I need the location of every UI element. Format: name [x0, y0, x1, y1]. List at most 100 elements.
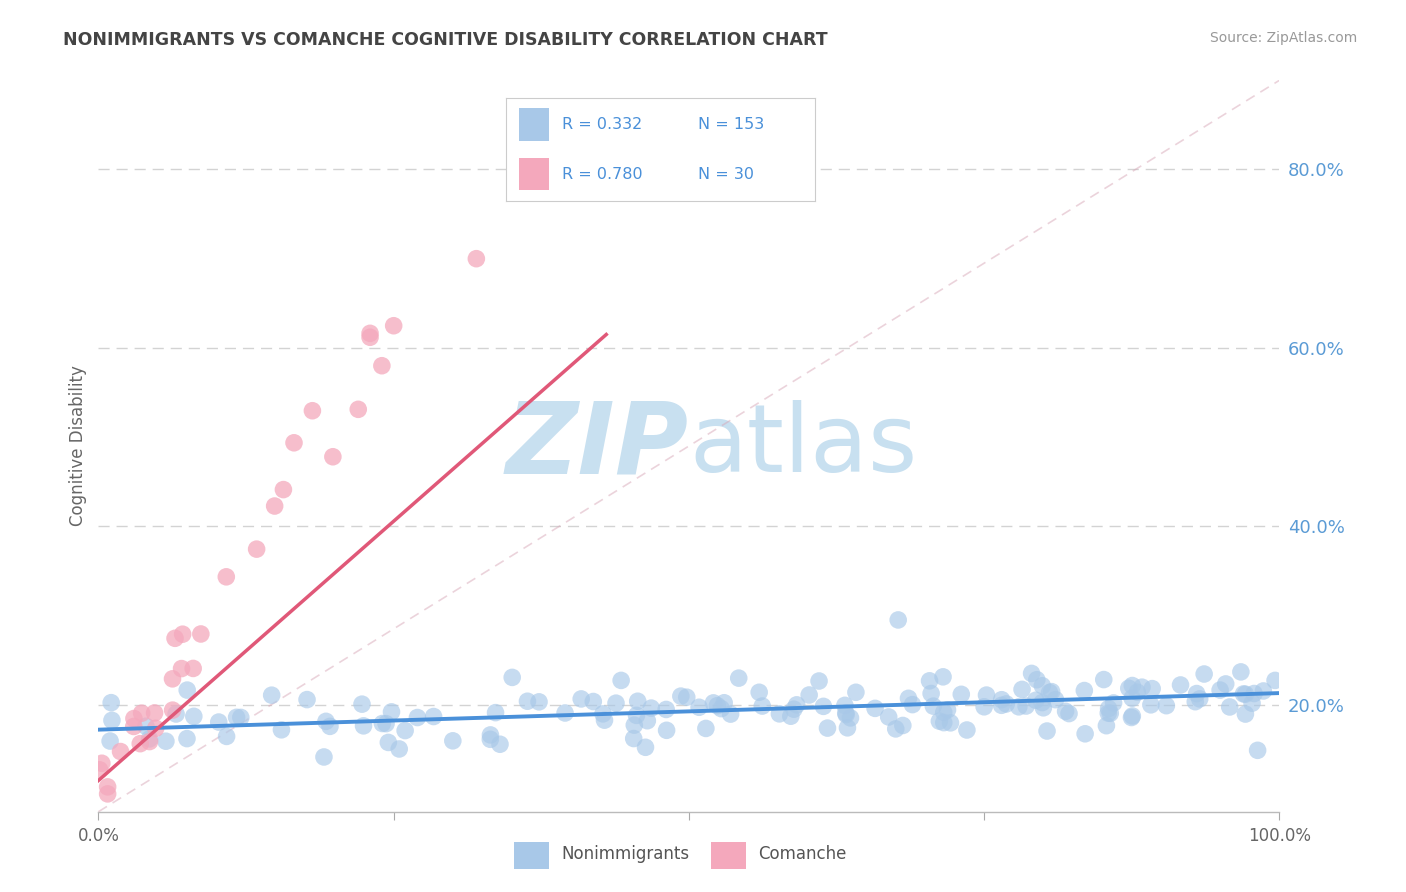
Point [162, 672, 184, 686]
Point [956, 723, 979, 737]
Point [263, 499, 285, 513]
Point [1140, 681, 1163, 696]
Point [138, 731, 160, 746]
Point [208, 714, 231, 729]
Point [143, 706, 166, 720]
Point [1073, 683, 1095, 698]
Point [322, 450, 344, 464]
Point [839, 711, 862, 725]
Text: N = 30: N = 30 [697, 167, 754, 182]
Point [283, 435, 305, 450]
Point [845, 685, 868, 699]
Point [380, 705, 402, 719]
Point [176, 683, 198, 698]
Point [669, 689, 692, 703]
Point [897, 691, 920, 706]
Point [1040, 684, 1063, 698]
Point [89, 763, 111, 777]
Point [1215, 677, 1237, 691]
Point [1209, 683, 1232, 698]
Point [1099, 706, 1122, 721]
Y-axis label: Cognitive Disability: Cognitive Disability [69, 366, 87, 526]
Point [655, 702, 678, 716]
Point [388, 742, 411, 756]
Point [97, 780, 120, 794]
FancyBboxPatch shape [711, 842, 747, 869]
Point [375, 716, 398, 731]
FancyBboxPatch shape [519, 158, 550, 190]
Point [884, 722, 907, 736]
Point [122, 719, 145, 733]
Point [350, 697, 373, 711]
Point [394, 723, 416, 738]
Point [1121, 691, 1143, 706]
Point [1095, 719, 1118, 733]
Point [1008, 699, 1031, 714]
Point [623, 731, 645, 746]
Text: atlas: atlas [689, 400, 917, 492]
FancyBboxPatch shape [519, 109, 550, 141]
Point [1031, 679, 1053, 693]
Point [835, 707, 858, 722]
Point [347, 402, 370, 417]
Point [936, 703, 959, 717]
Point [100, 696, 122, 710]
Point [1074, 727, 1097, 741]
Point [406, 710, 429, 724]
Point [1021, 666, 1043, 681]
Point [706, 698, 728, 713]
Point [1036, 724, 1059, 739]
Point [783, 702, 806, 716]
Point [891, 718, 914, 732]
Point [90, 756, 112, 771]
Text: NONIMMIGRANTS VS COMANCHE COGNITIVE DISABILITY CORRELATION CHART: NONIMMIGRANTS VS COMANCHE COGNITIVE DISA… [63, 31, 828, 49]
Point [371, 359, 394, 373]
Point [162, 703, 184, 717]
Point [165, 706, 187, 721]
Point [779, 709, 801, 723]
Text: ZIP: ZIP [506, 398, 689, 494]
Point [1264, 673, 1286, 688]
Point [1253, 684, 1275, 698]
Point [799, 688, 821, 702]
Point [516, 694, 538, 708]
Point [990, 692, 1012, 706]
Point [1025, 673, 1047, 687]
Point [922, 699, 945, 714]
Point [382, 318, 405, 333]
Point [554, 706, 576, 720]
Point [835, 706, 858, 720]
Point [610, 673, 633, 688]
Point [315, 714, 337, 729]
Point [1246, 743, 1268, 757]
Point [1118, 681, 1140, 696]
Point [1170, 678, 1192, 692]
Point [270, 723, 292, 737]
Point [1092, 673, 1115, 687]
Point [190, 627, 212, 641]
Point [273, 483, 295, 497]
Point [353, 719, 375, 733]
Point [626, 708, 648, 723]
Point [950, 687, 973, 701]
Text: Nonimmigrants: Nonimmigrants [561, 845, 689, 863]
Point [215, 570, 238, 584]
Point [834, 698, 856, 713]
Point [97, 787, 120, 801]
Point [932, 706, 955, 720]
Point [918, 673, 941, 688]
Point [813, 699, 835, 714]
Point [592, 706, 614, 721]
Point [593, 713, 616, 727]
Point [131, 706, 153, 721]
Point [98, 734, 121, 748]
Point [319, 719, 342, 733]
Point [1057, 706, 1080, 721]
Point [1234, 707, 1257, 722]
Point [1054, 704, 1077, 718]
Point [1184, 695, 1206, 709]
Point [1192, 667, 1215, 681]
Text: N = 153: N = 153 [697, 117, 765, 132]
Point [1121, 709, 1143, 723]
Point [163, 632, 186, 646]
